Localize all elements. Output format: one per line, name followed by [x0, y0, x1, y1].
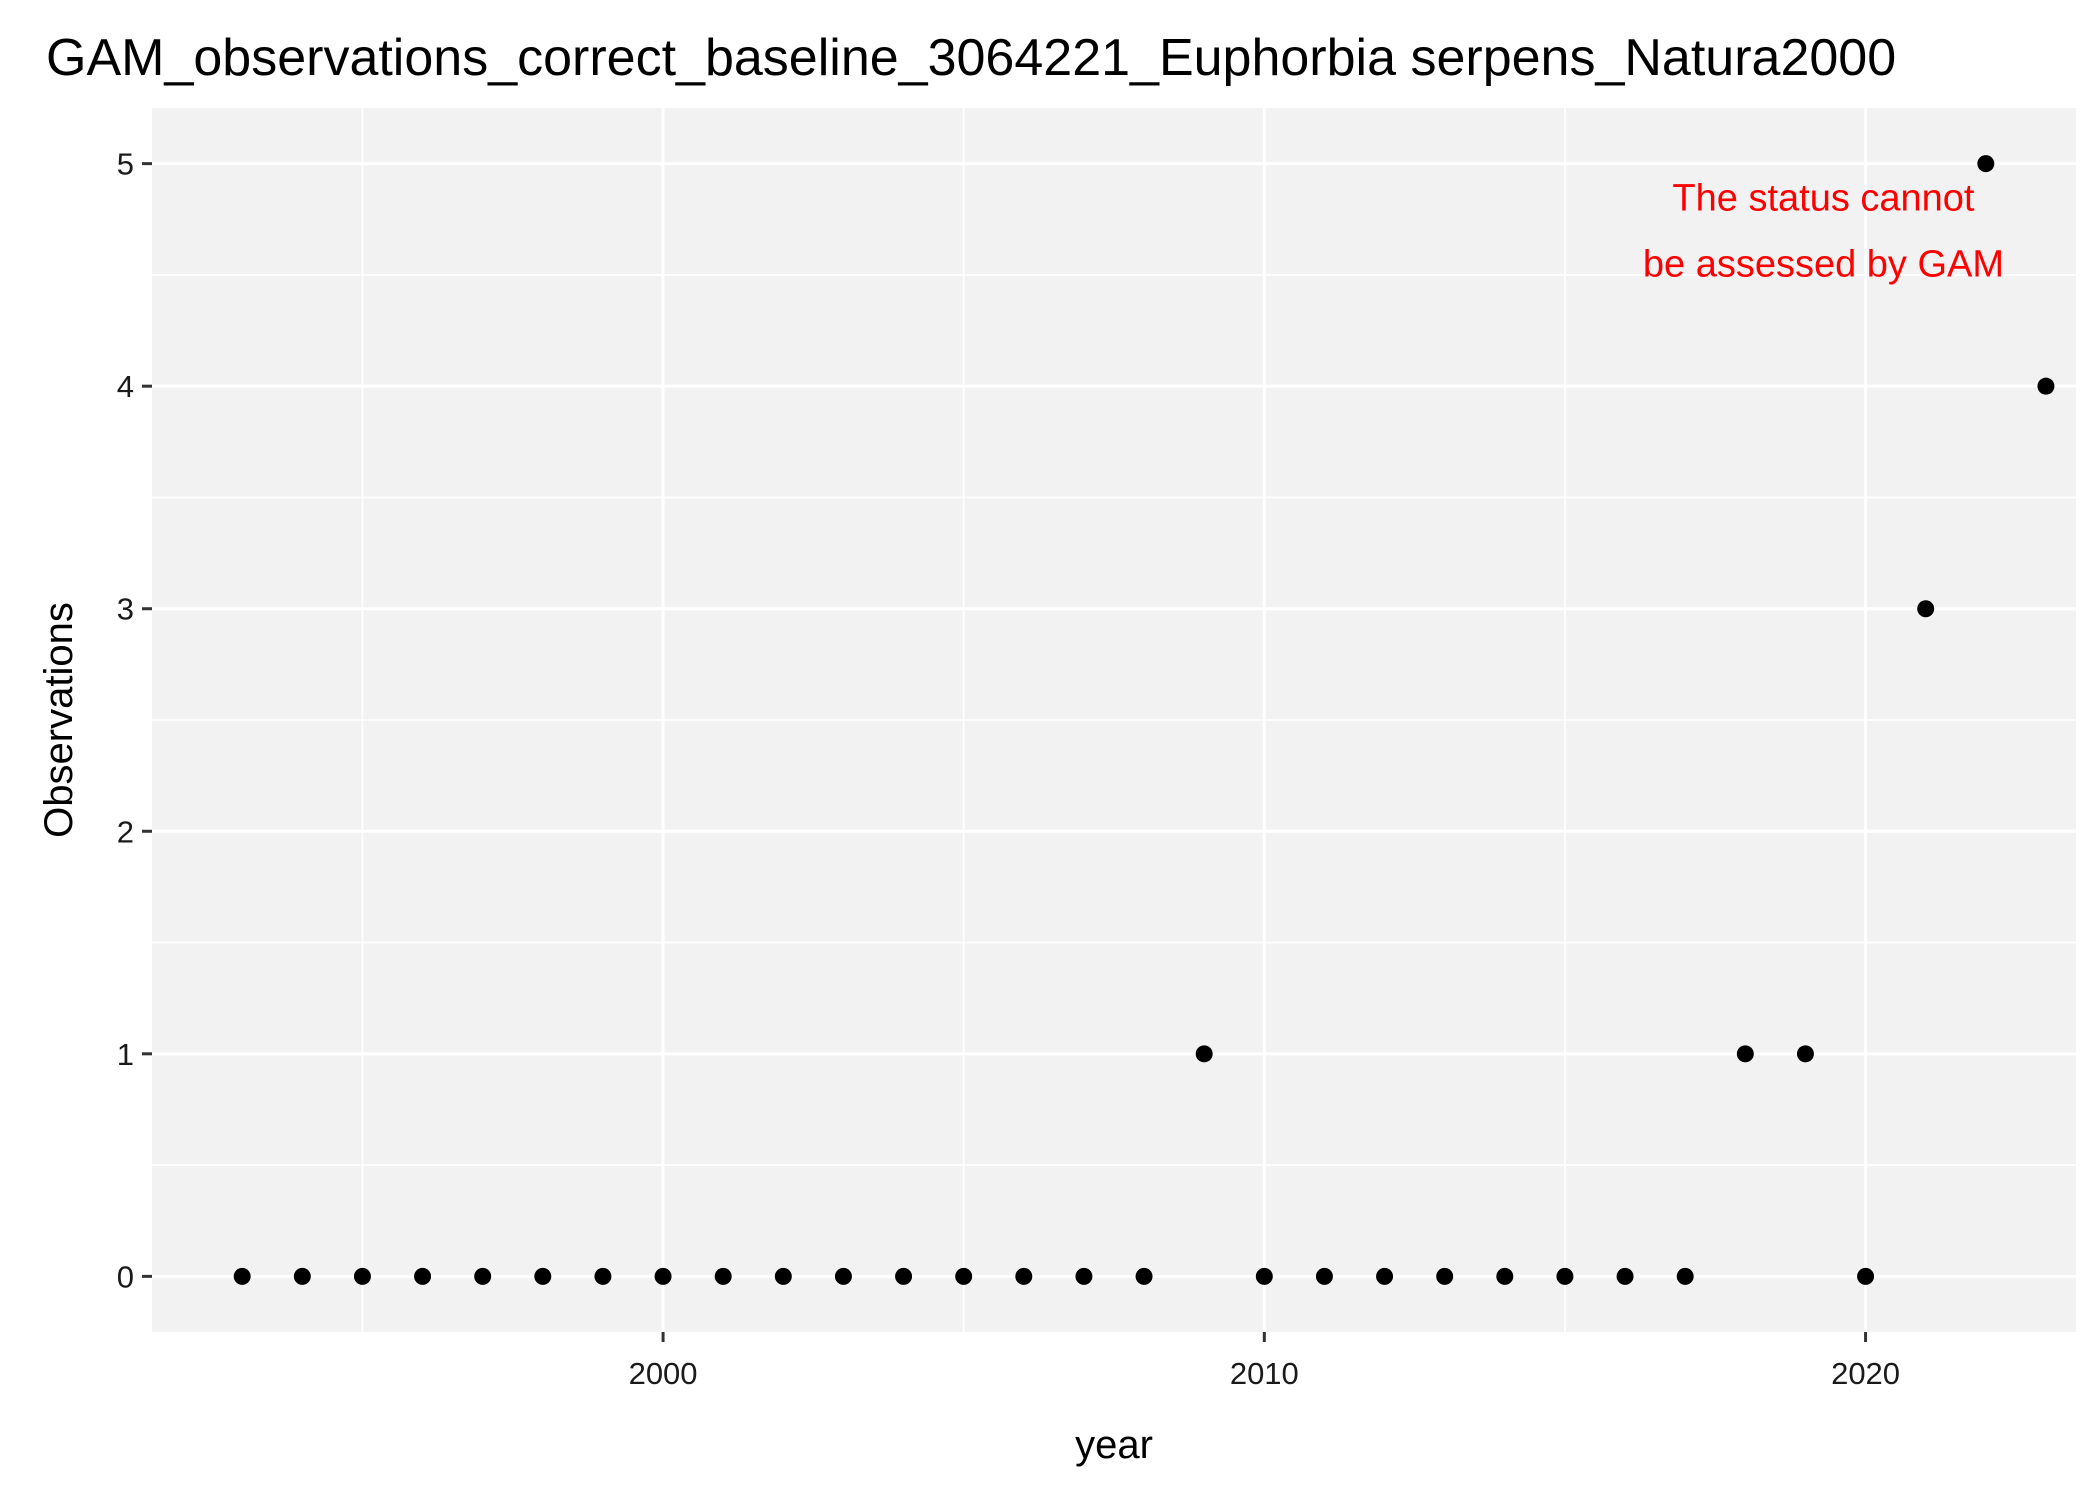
y-tick-label: 3 — [117, 592, 134, 627]
data-point — [1676, 1267, 1694, 1285]
data-point — [414, 1267, 432, 1285]
major-gridlines — [152, 108, 2076, 1332]
x-axis-title: year — [1075, 1423, 1153, 1467]
data-point — [1255, 1267, 1273, 1285]
status-annotation: The status cannot be assessed by GAM — [1643, 177, 2004, 285]
data-point — [955, 1267, 973, 1285]
data-point — [834, 1267, 852, 1285]
y-axis-title: Observations — [37, 602, 81, 838]
y-tick-label: 4 — [117, 369, 134, 404]
data-point — [1376, 1267, 1394, 1285]
y-tick-label: 2 — [117, 814, 134, 849]
data-point — [1315, 1267, 1333, 1285]
data-point — [654, 1267, 672, 1285]
data-point — [1075, 1267, 1093, 1285]
data-points — [233, 155, 2055, 1285]
y-tick-label: 1 — [117, 1037, 134, 1072]
data-point — [1736, 1045, 1754, 1063]
data-point — [594, 1267, 612, 1285]
x-tick-label: 2000 — [629, 1356, 698, 1391]
y-axis: 0 1 2 3 4 5 — [117, 147, 152, 1294]
data-point — [1556, 1267, 1574, 1285]
x-tick-label: 2010 — [1230, 1356, 1299, 1391]
data-point — [1015, 1267, 1033, 1285]
data-point — [1195, 1045, 1213, 1063]
annotation-line: be assessed by GAM — [1643, 243, 2004, 285]
minor-gridlines — [152, 108, 2076, 1332]
data-point — [714, 1267, 732, 1285]
x-axis: 2000 2010 2020 — [629, 1332, 1900, 1391]
annotation-line: The status cannot — [1672, 177, 1975, 219]
data-point — [1917, 600, 1935, 618]
data-point — [233, 1267, 251, 1285]
data-point — [293, 1267, 311, 1285]
data-point — [1796, 1045, 1814, 1063]
data-point — [2037, 377, 2055, 395]
y-tick-label: 5 — [117, 147, 134, 182]
x-tick-label: 2020 — [1831, 1356, 1900, 1391]
data-point — [353, 1267, 371, 1285]
data-point — [1135, 1267, 1153, 1285]
chart-title: GAM_observations_correct_baseline_306422… — [46, 29, 1896, 87]
data-point — [895, 1267, 913, 1285]
data-point — [1496, 1267, 1514, 1285]
y-tick-label: 0 — [117, 1259, 134, 1294]
data-point — [1616, 1267, 1634, 1285]
data-point — [1857, 1267, 1875, 1285]
data-point — [474, 1267, 492, 1285]
data-point — [774, 1267, 792, 1285]
data-point — [1436, 1267, 1454, 1285]
data-point — [1977, 155, 1995, 173]
data-point — [534, 1267, 552, 1285]
